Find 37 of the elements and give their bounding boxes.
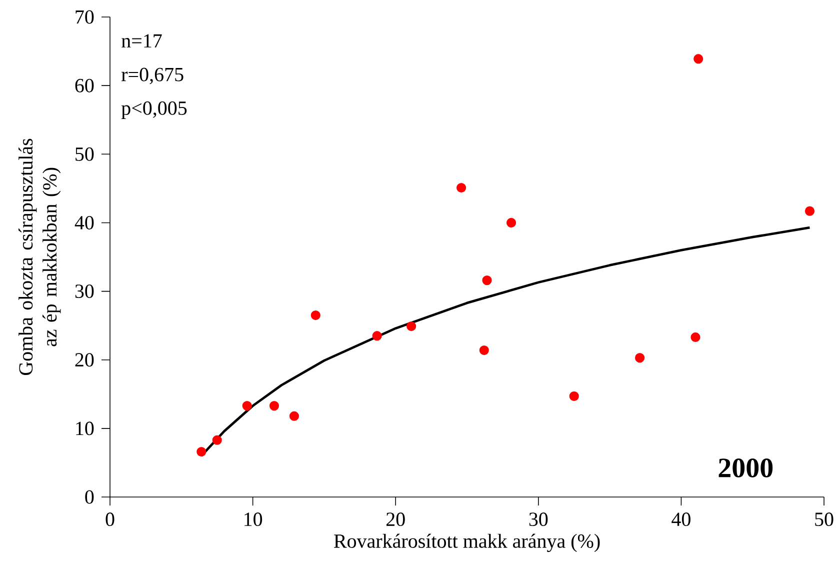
- point: [694, 54, 704, 64]
- y-tick-label: 40: [74, 216, 94, 230]
- x-tick-label: 10: [244, 512, 262, 526]
- x-tick-label: 30: [529, 512, 548, 526]
- point: [269, 401, 280, 411]
- point: [310, 310, 320, 320]
- y-tick-label: 0: [85, 490, 94, 504]
- annotation: p<0,005: [121, 101, 187, 119]
- x-tick-label: 0: [106, 512, 114, 526]
- annotation: n=17: [122, 34, 162, 48]
- y-tick-label: 60: [75, 78, 94, 92]
- y-tick-label: 30: [75, 284, 94, 298]
- point: [634, 353, 645, 363]
- point: [289, 411, 300, 421]
- point: [569, 391, 579, 401]
- point: [456, 182, 466, 193]
- point: [690, 332, 700, 342]
- point: [212, 435, 222, 445]
- point: [804, 206, 815, 216]
- x-tick-label: 40: [672, 512, 690, 526]
- annotation: 2000: [718, 458, 773, 478]
- x-tick-label: 20: [386, 512, 405, 526]
- y-tick-label: 50: [76, 147, 94, 161]
- point: [242, 401, 252, 411]
- point: [372, 331, 382, 341]
- point: [479, 345, 489, 356]
- x-tick-label: 50: [815, 512, 834, 526]
- point: [196, 446, 206, 457]
- point: [406, 321, 416, 332]
- x-axis-title: Rovarkárosított makk aránya (%): [334, 534, 600, 552]
- y-tick-label: 70: [76, 10, 94, 24]
- point: [506, 218, 516, 228]
- annotation: r=0,675: [122, 68, 184, 84]
- y-tick-label: 20: [75, 353, 94, 367]
- point: [482, 276, 492, 286]
- y-axis-title: Gomba okozta csírapusztulás az ép makkokban (%): [18, 138, 61, 376]
- y-tick-label: 10: [76, 422, 94, 436]
